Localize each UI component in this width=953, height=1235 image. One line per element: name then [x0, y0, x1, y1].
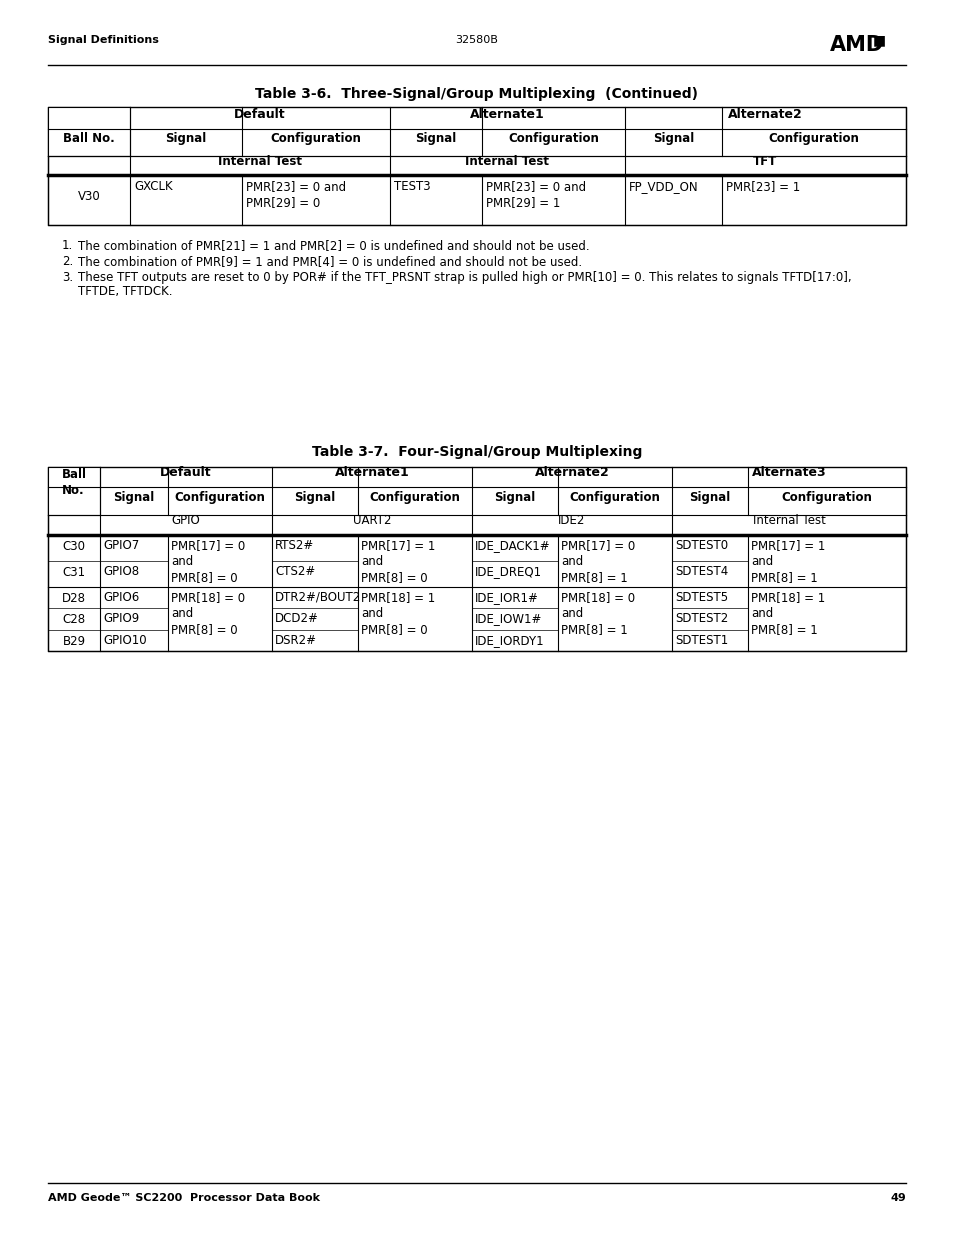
Text: C30: C30 [63, 540, 86, 553]
Text: Configuration: Configuration [768, 132, 859, 144]
Text: Table 3-6.  Three-Signal/Group Multiplexing  (Continued): Table 3-6. Three-Signal/Group Multiplexi… [255, 86, 698, 101]
Text: 49: 49 [889, 1193, 905, 1203]
Bar [48, 487, 100, 515]
Text: C31: C31 [62, 566, 86, 579]
Text: PMR[18] = 1
and
PMR[8] = 0: PMR[18] = 1 and PMR[8] = 0 [360, 592, 435, 636]
Text: IDE_DACK1#: IDE_DACK1# [475, 538, 550, 552]
Text: SDTEST5: SDTEST5 [675, 592, 727, 604]
Text: V30: V30 [77, 189, 100, 203]
Text: GPIO8: GPIO8 [103, 564, 139, 578]
Text: Default: Default [233, 107, 286, 121]
Text: Signal: Signal [494, 490, 535, 504]
Text: Alternate3: Alternate3 [751, 467, 825, 479]
Text: Configuration: Configuration [271, 132, 361, 144]
Text: Configuration: Configuration [369, 490, 460, 504]
Text: AMD: AMD [829, 35, 883, 56]
Text: Alternate1: Alternate1 [470, 107, 544, 121]
Text: UART2: UART2 [353, 515, 391, 527]
Bar [48, 467, 905, 651]
Bar [48, 107, 130, 128]
Text: Internal Test: Internal Test [752, 515, 824, 527]
Text: DCD2#: DCD2# [274, 613, 318, 625]
Text: SDTEST4: SDTEST4 [675, 564, 727, 578]
Text: Configuration: Configuration [781, 490, 872, 504]
Text: IDE_IORDY1: IDE_IORDY1 [475, 634, 544, 647]
Text: Alternate2: Alternate2 [727, 107, 802, 121]
Text: PMR[23] = 1: PMR[23] = 1 [725, 180, 800, 193]
Bar [48, 467, 100, 487]
Text: GPIO6: GPIO6 [103, 592, 139, 604]
Text: Configuration: Configuration [569, 490, 659, 504]
Text: PMR[23] = 0 and
PMR[29] = 0: PMR[23] = 0 and PMR[29] = 0 [246, 180, 346, 209]
Text: 1.: 1. [62, 240, 73, 252]
Text: Ball
No.: Ball No. [61, 468, 87, 498]
Text: TEST3: TEST3 [394, 180, 430, 193]
Text: GPIO9: GPIO9 [103, 613, 139, 625]
Text: Signal: Signal [113, 490, 154, 504]
Text: Signal Definitions: Signal Definitions [48, 35, 159, 44]
Text: Internal Test: Internal Test [218, 156, 302, 168]
Text: 3.: 3. [62, 270, 73, 284]
Text: PMR[18] = 0
and
PMR[8] = 1: PMR[18] = 0 and PMR[8] = 1 [560, 592, 635, 636]
Text: GPIO: GPIO [172, 515, 200, 527]
Text: Signal: Signal [689, 490, 730, 504]
Text: Configuration: Configuration [174, 490, 265, 504]
Text: DSR2#: DSR2# [274, 634, 316, 647]
Text: PMR[18] = 0
and
PMR[8] = 0: PMR[18] = 0 and PMR[8] = 0 [171, 592, 245, 636]
Text: Ball No.: Ball No. [63, 132, 114, 144]
Text: FP_VDD_ON: FP_VDD_ON [628, 180, 698, 193]
Text: PMR[17] = 1
and
PMR[8] = 0: PMR[17] = 1 and PMR[8] = 0 [360, 538, 435, 584]
Text: The combination of PMR[21] = 1 and PMR[2] = 0 is undefined and should not be use: The combination of PMR[21] = 1 and PMR[2… [78, 240, 589, 252]
Text: Table 3-7.  Four-Signal/Group Multiplexing: Table 3-7. Four-Signal/Group Multiplexin… [312, 445, 641, 459]
Text: PMR[23] = 0 and
PMR[29] = 1: PMR[23] = 0 and PMR[29] = 1 [485, 180, 585, 209]
Text: 32580B: 32580B [456, 35, 497, 44]
Text: Signal: Signal [294, 490, 335, 504]
Text: Signal: Signal [652, 132, 694, 144]
Text: CTS2#: CTS2# [274, 564, 314, 578]
Text: The combination of PMR[9] = 1 and PMR[4] = 0 is undefined and should not be used: The combination of PMR[9] = 1 and PMR[4]… [78, 254, 581, 268]
Text: IDE_DREQ1: IDE_DREQ1 [475, 564, 541, 578]
Text: Configuration: Configuration [508, 132, 598, 144]
Text: Alternate1: Alternate1 [335, 467, 409, 479]
Text: ■: ■ [872, 33, 885, 47]
Text: Internal Test: Internal Test [465, 156, 549, 168]
Text: TFTDE, TFTDCK.: TFTDE, TFTDCK. [78, 285, 172, 298]
Text: Signal: Signal [165, 132, 207, 144]
Text: RTS2#: RTS2# [274, 538, 314, 552]
Text: DTR2#/BOUT2: DTR2#/BOUT2 [274, 592, 361, 604]
Text: B29: B29 [62, 635, 86, 647]
Text: IDE2: IDE2 [558, 515, 585, 527]
Text: C28: C28 [62, 614, 86, 626]
Text: PMR[17] = 0
and
PMR[8] = 1: PMR[17] = 0 and PMR[8] = 1 [560, 538, 635, 584]
Text: Signal: Signal [415, 132, 456, 144]
Text: SDTEST1: SDTEST1 [675, 634, 727, 647]
Text: 2.: 2. [62, 254, 73, 268]
Text: PMR[17] = 0
and
PMR[8] = 0: PMR[17] = 0 and PMR[8] = 0 [171, 538, 245, 584]
Text: PMR[18] = 1
and
PMR[8] = 1: PMR[18] = 1 and PMR[8] = 1 [750, 592, 824, 636]
Text: IDE_IOR1#: IDE_IOR1# [475, 592, 538, 604]
Text: GPIO7: GPIO7 [103, 538, 139, 552]
Bar [48, 107, 905, 225]
Text: Default: Default [160, 467, 212, 479]
Text: IDE_IOW1#: IDE_IOW1# [475, 613, 542, 625]
Text: GPIO10: GPIO10 [103, 634, 147, 647]
Text: AMD Geode™ SC2200  Processor Data Book: AMD Geode™ SC2200 Processor Data Book [48, 1193, 319, 1203]
Text: D28: D28 [62, 592, 86, 605]
Text: TFT: TFT [753, 156, 777, 168]
Bar [48, 128, 130, 156]
Text: GXCLK: GXCLK [133, 180, 172, 193]
Text: Alternate2: Alternate2 [534, 467, 609, 479]
Text: PMR[17] = 1
and
PMR[8] = 1: PMR[17] = 1 and PMR[8] = 1 [750, 538, 824, 584]
Text: SDTEST2: SDTEST2 [675, 613, 727, 625]
Text: SDTEST0: SDTEST0 [675, 538, 727, 552]
Text: These TFT outputs are reset to 0 by POR# if the TFT_PRSNT strap is pulled high o: These TFT outputs are reset to 0 by POR#… [78, 270, 851, 284]
